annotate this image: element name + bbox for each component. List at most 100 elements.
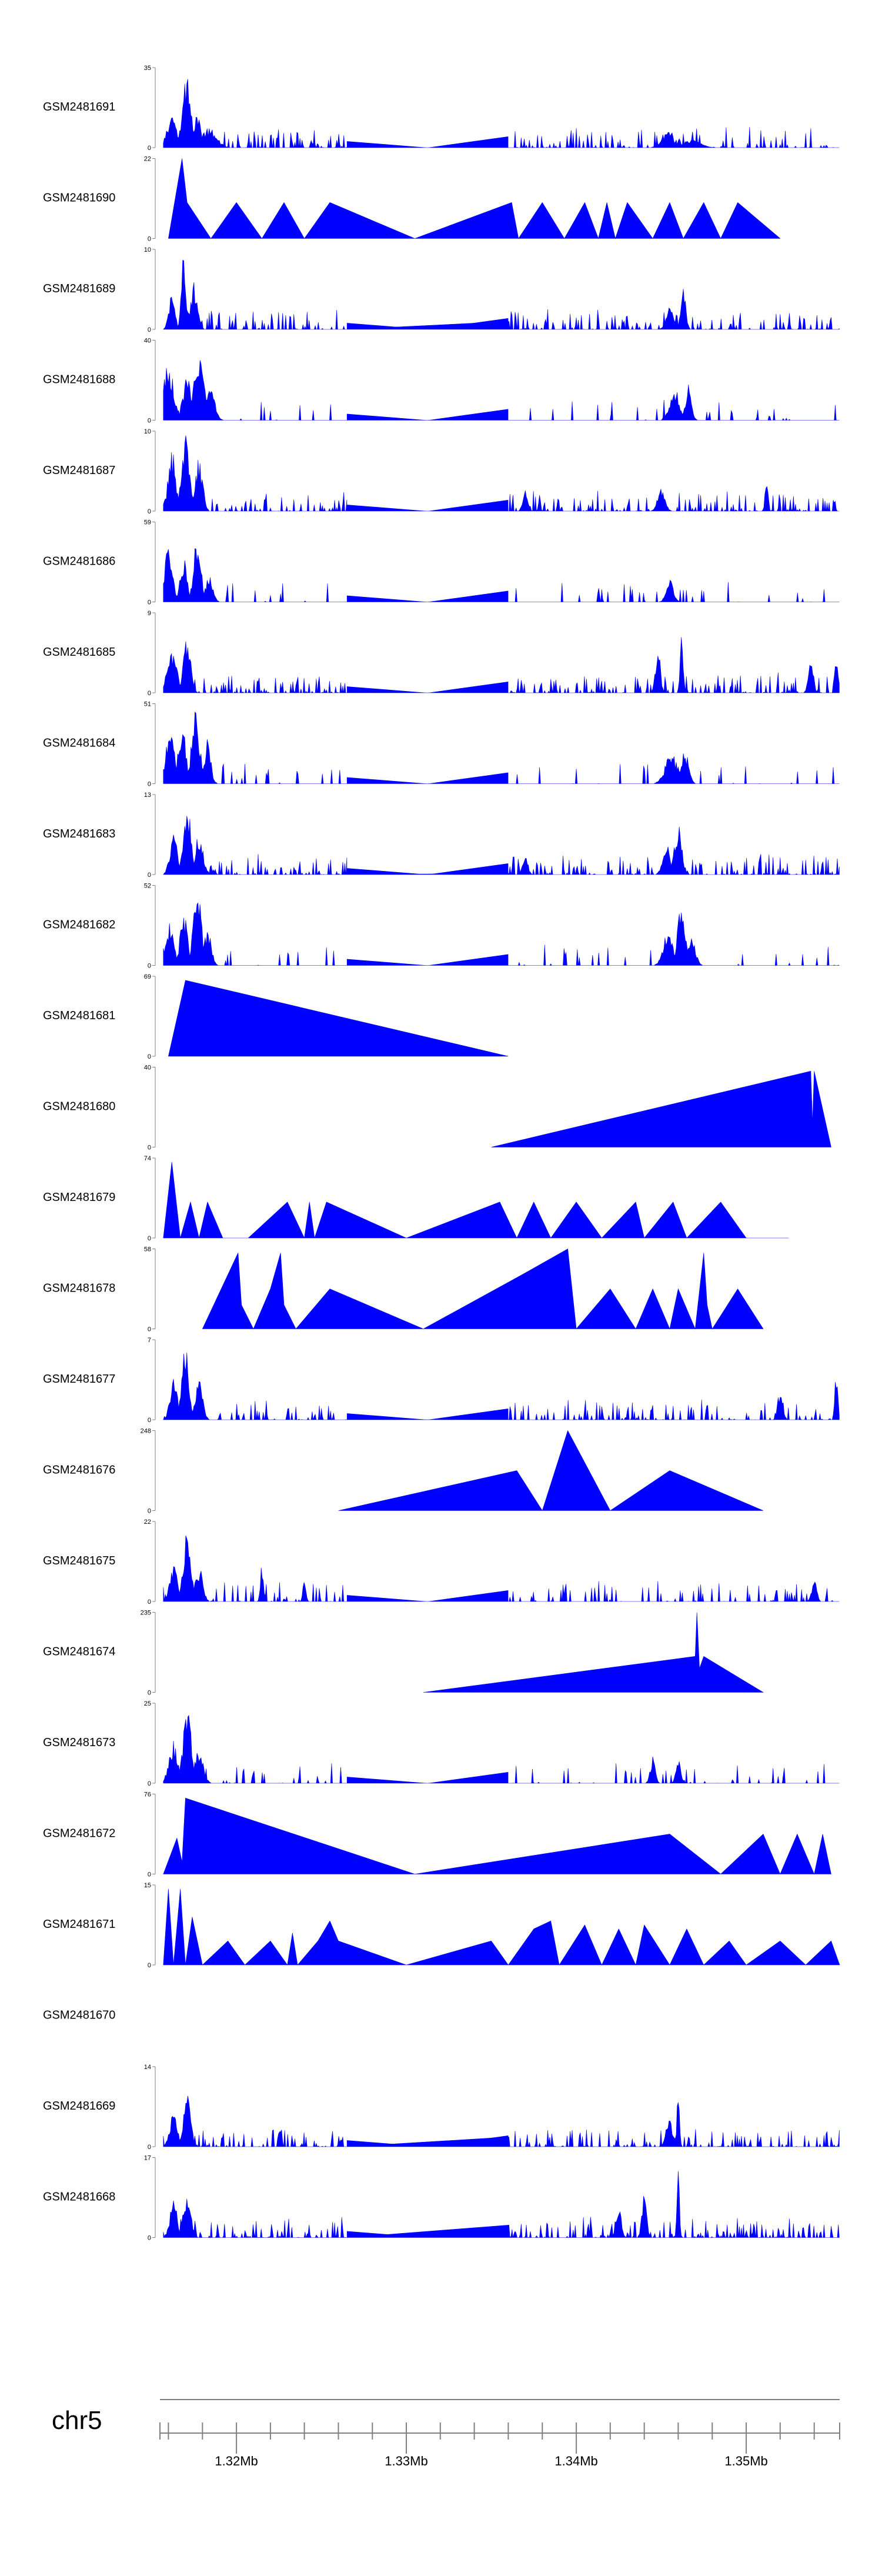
y-axis-min-label: 0 [148, 781, 151, 788]
y-axis-max-label: 22 [144, 156, 151, 163]
track-GSM2481685: GSM2481685 9 0 [43, 610, 840, 697]
y-axis-min-label: 0 [148, 1508, 151, 1515]
y-axis-min-label: 0 [148, 690, 151, 697]
y-axis-min-label: 0 [148, 1326, 151, 1333]
coverage-area [163, 711, 840, 784]
y-axis-min-label: 0 [148, 872, 151, 879]
track-GSM2481690: GSM2481690 22 0 [43, 156, 781, 243]
track-label: GSM2481684 [43, 737, 115, 750]
track-label: GSM2481678 [43, 1282, 115, 1295]
track-label: GSM2481669 [43, 2100, 115, 2113]
genome-axis-tick-label: 1.33Mb [385, 2454, 427, 2468]
y-axis-max-label: 40 [144, 338, 151, 345]
track-label: GSM2481685 [43, 646, 115, 659]
track-GSM2481687: GSM2481687 10 0 [43, 428, 840, 515]
coverage-gap-bridge [346, 863, 509, 875]
y-axis-min-label: 0 [148, 1235, 151, 1242]
coverage-area [168, 158, 781, 239]
track-label: GSM2481668 [43, 2191, 115, 2204]
track-label: GSM2481672 [43, 1827, 115, 1840]
coverage-gap-bridge [346, 1409, 509, 1420]
track-label: GSM2481681 [43, 1009, 115, 1022]
coverage-gap-bridge [346, 500, 509, 511]
track-label: GSM2481677 [43, 1373, 115, 1386]
y-axis-min-label: 0 [148, 1053, 151, 1060]
y-axis-max-label: 58 [144, 1246, 151, 1253]
coverage-area [423, 1612, 764, 1693]
y-axis-min-label: 0 [148, 508, 151, 515]
coverage-area [163, 1162, 789, 1239]
coverage-area [163, 816, 840, 876]
genome-axis-tick-label: 1.32Mb [215, 2454, 258, 2468]
track-GSM2481672: GSM2481672 76 0 [43, 1791, 831, 1878]
y-axis-max-label: 74 [144, 1155, 151, 1162]
y-axis-min-label: 0 [148, 963, 151, 970]
coverage-area [163, 1888, 840, 1966]
track-GSM2481674: GSM2481674 235 0 [43, 1610, 764, 1697]
track-label: GSM2481682 [43, 919, 115, 932]
track-GSM2481688: GSM2481688 40 0 [43, 338, 840, 425]
y-axis-min-label: 0 [148, 1417, 151, 1424]
y-axis-min-label: 0 [148, 2144, 151, 2151]
y-axis-min-label: 0 [148, 236, 151, 243]
y-axis-max-label: 52 [144, 883, 151, 890]
y-axis-max-label: 17 [144, 2155, 151, 2162]
chromosome-label: chr5 [52, 2406, 102, 2435]
track-GSM2481675: GSM2481675 22 0 [43, 1519, 840, 1606]
track-GSM2481689: GSM2481689 10 0 [43, 246, 840, 333]
coverage-area [491, 1070, 831, 1147]
coverage-area [168, 980, 509, 1057]
track-label: GSM2481671 [43, 1918, 115, 1931]
track-label: GSM2481675 [43, 1554, 115, 1567]
coverage-gap-bridge [346, 590, 509, 602]
y-axis-max-label: 76 [144, 1791, 151, 1798]
coverage-gap-bridge [346, 772, 509, 784]
coverage-area [163, 2095, 840, 2148]
y-axis-max-label: 10 [144, 246, 151, 253]
track-label: GSM2481679 [43, 1191, 115, 1204]
y-axis-max-label: 235 [141, 1610, 151, 1617]
coverage-area [163, 259, 840, 331]
track-label: GSM2481689 [43, 282, 115, 295]
y-axis-min-label: 0 [148, 1690, 151, 1697]
y-axis-min-label: 0 [148, 1599, 151, 1606]
y-axis-max-label: 22 [144, 1519, 151, 1526]
coverage-area [163, 435, 840, 512]
y-axis-min-label: 0 [148, 599, 151, 606]
track-GSM2481676: GSM2481676 248 0 [43, 1428, 764, 1515]
coverage-area [163, 548, 840, 602]
coverage-gap-bridge [346, 409, 509, 421]
y-axis-max-label: 35 [144, 65, 151, 72]
track-GSM2481670: GSM2481670 [43, 2009, 115, 2022]
y-axis-min-label: 0 [148, 1962, 151, 1969]
track-GSM2481669: GSM2481669 14 0 [43, 2064, 840, 2151]
track-GSM2481686: GSM2481686 59 0 [43, 519, 840, 606]
track-GSM2481691: GSM2481691 35 0 [43, 65, 840, 152]
y-axis-min-label: 0 [148, 326, 151, 333]
track-GSM2481682: GSM2481682 52 0 [43, 883, 840, 970]
y-axis-max-label: 59 [144, 519, 151, 526]
track-label: GSM2481683 [43, 827, 115, 840]
coverage-gap-bridge [346, 1590, 509, 1601]
coverage-area [163, 1714, 840, 1784]
coverage-area [163, 1352, 840, 1421]
y-axis-max-label: 69 [144, 973, 151, 980]
y-axis-min-label: 0 [148, 2235, 151, 2242]
y-axis-min-label: 0 [148, 1144, 151, 1152]
track-label: GSM2481691 [43, 101, 115, 114]
track-label: GSM2481686 [43, 555, 115, 568]
y-axis-min-label: 0 [148, 418, 151, 425]
track-label: GSM2481690 [43, 192, 115, 205]
coverage-area [163, 1797, 831, 1875]
track-GSM2481683: GSM2481683 13 0 [43, 792, 840, 879]
y-axis-max-label: 13 [144, 792, 151, 799]
y-axis-max-label: 10 [144, 428, 151, 435]
coverage-area [163, 2171, 840, 2238]
genome-axis-tick-label: 1.34Mb [554, 2454, 597, 2468]
y-axis-min-label: 0 [148, 1780, 151, 1787]
coverage-area [163, 902, 840, 966]
track-GSM2481679: GSM2481679 74 0 [43, 1155, 789, 1242]
genome-axis: chr5 1.32Mb 1.33Mb 1.34Mb 1.35Mb [52, 2399, 840, 2468]
coverage-area [163, 1535, 840, 1603]
